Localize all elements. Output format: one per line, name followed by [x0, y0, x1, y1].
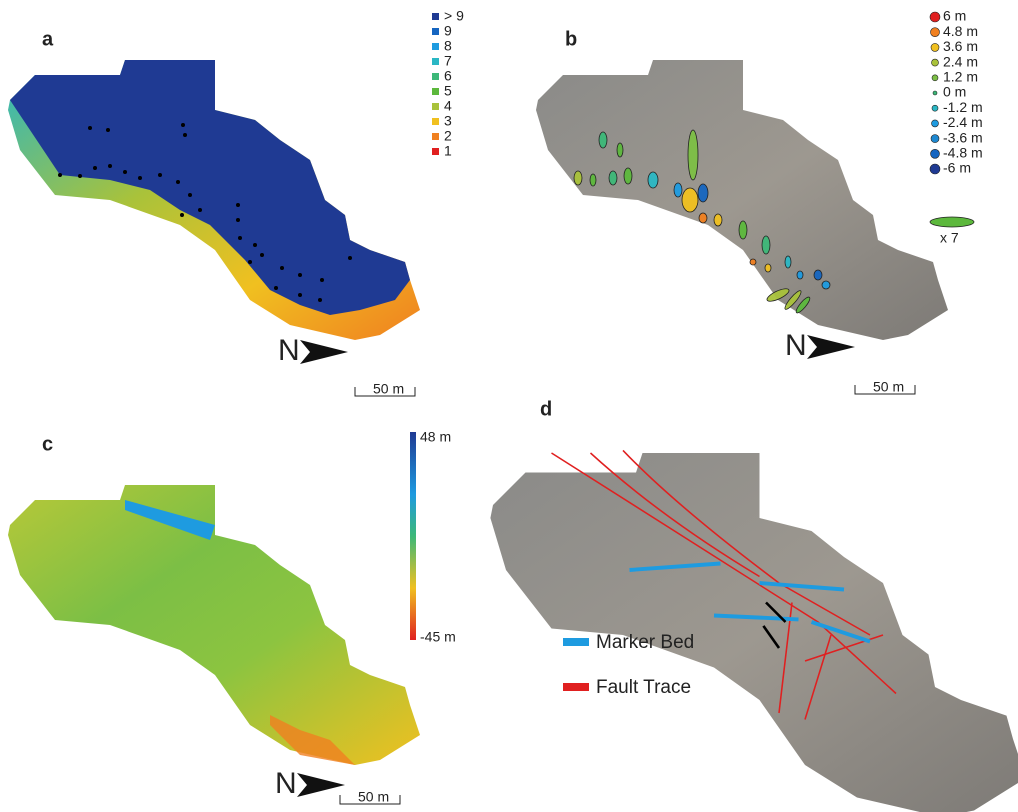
legend-swatch — [932, 105, 938, 111]
legend-swatch — [432, 28, 439, 35]
legend-label: 9 — [444, 23, 452, 39]
legend-swatch — [432, 148, 439, 155]
legend-swatch — [930, 164, 940, 174]
legend-label: 1 — [444, 143, 452, 159]
legend-label: 7 — [444, 53, 452, 69]
legend-swatch — [432, 118, 439, 125]
legend-swatch — [931, 135, 939, 143]
legend-swatch — [930, 12, 940, 22]
legend-swatch — [932, 120, 939, 127]
legend-swatch — [432, 13, 439, 20]
colorbar-max: 48 m — [420, 429, 451, 445]
panel-label: d — [540, 398, 552, 420]
legend-swatch — [432, 88, 439, 95]
north-label: N — [278, 334, 300, 367]
panel-label: b — [565, 28, 577, 50]
legend-swatch — [563, 638, 589, 646]
scale-label: 50 m — [373, 381, 404, 397]
panel-label: c — [42, 433, 53, 455]
size-note: x 7 — [940, 230, 959, 246]
legend-label: > 9 — [444, 8, 464, 24]
legend-label: -1.2 m — [943, 99, 983, 115]
scale-label: 50 m — [873, 379, 904, 395]
colorbar — [410, 432, 416, 640]
figure: a b x 7 c 48 m -45 m — [0, 0, 1018, 812]
legend-label: 0 m — [943, 84, 966, 100]
legend-label: 8 — [444, 38, 452, 54]
legend-label: 2.4 m — [943, 53, 978, 69]
legend-label: 6 m — [943, 8, 966, 24]
legend-label: 6 — [444, 68, 452, 84]
legend-label: 4 — [444, 98, 452, 114]
north-arrow — [300, 340, 348, 364]
legend-label: 1.2 m — [943, 69, 978, 85]
legend-swatch — [932, 75, 938, 81]
legend-label: Fault Trace — [596, 677, 691, 698]
legend-swatch — [432, 43, 439, 50]
colorbar-min: -45 m — [420, 629, 456, 645]
legend-label: 3.6 m — [943, 38, 978, 54]
legend-label: -6 m — [943, 160, 971, 176]
legend-swatch — [432, 103, 439, 110]
legend-swatch — [931, 28, 940, 37]
legend-label: 5 — [444, 83, 452, 99]
panel-label: a — [42, 28, 54, 50]
legend-label: Marker Bed — [596, 632, 694, 653]
north-arrow — [297, 773, 345, 797]
north-arrow — [807, 335, 855, 359]
legend-swatch — [931, 43, 939, 51]
scale-label: 50 m — [358, 789, 389, 805]
legend-label: -3.6 m — [943, 129, 983, 145]
legend-swatch — [432, 73, 439, 80]
legend-label: 3 — [444, 113, 452, 129]
legend-label: 4.8 m — [943, 23, 978, 39]
panel-c-map — [8, 485, 420, 765]
legend-swatch — [931, 149, 940, 158]
legend-swatch — [932, 59, 939, 66]
legend-swatch — [933, 91, 937, 95]
legend-swatch — [563, 683, 589, 691]
panel-d-map — [490, 450, 1018, 812]
size-key — [930, 217, 974, 227]
legend-swatch — [432, 133, 439, 140]
north-label: N — [275, 767, 297, 800]
legend-swatch — [432, 58, 439, 65]
north-label: N — [785, 329, 807, 362]
panel-b-map — [536, 60, 948, 340]
legend-label: -4.8 m — [943, 145, 983, 161]
legend-label: -2.4 m — [943, 114, 983, 130]
panel-a-map — [8, 60, 420, 340]
legend-label: 2 — [444, 128, 452, 144]
